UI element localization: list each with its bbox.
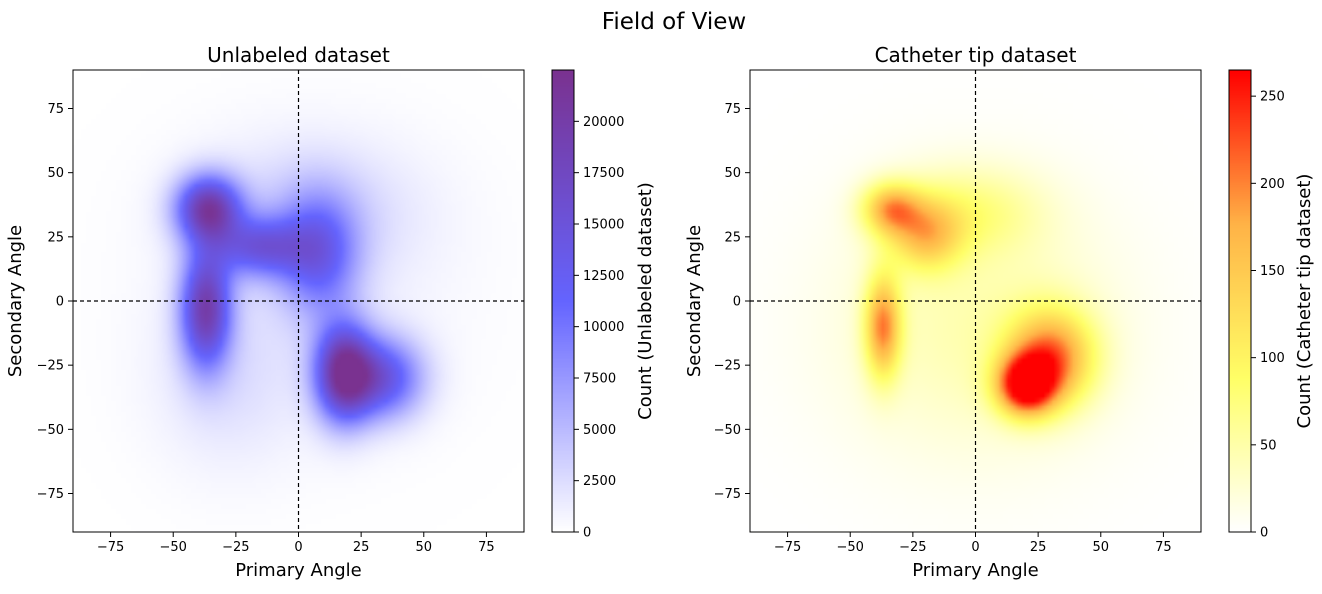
- x-tick-label: 50: [1093, 540, 1110, 555]
- subplot-title: Unlabeled dataset: [207, 43, 390, 67]
- colorbar-frame: [1228, 69, 1252, 533]
- colorbar-tick-label: 250: [1260, 90, 1285, 105]
- y-axis-label: Secondary Angle: [5, 225, 26, 377]
- x-tick-label: 75: [1155, 540, 1172, 555]
- x-tick-label: −50: [837, 540, 864, 555]
- subplot-2: −75 −50 −25 0 25 50 75 −75 −50 −25 0 25 50 75 Catheter…: [684, 43, 1315, 581]
- colorbar-tick-label: 0: [583, 526, 591, 541]
- y-tick-label: 75: [724, 102, 741, 117]
- colorbar-gradient: [1229, 70, 1251, 532]
- colorbar-tick-label: 15000: [583, 218, 624, 233]
- x-tick-label: 0: [971, 540, 979, 555]
- colorbar-label: Count (Unlabeled dataset): [635, 182, 656, 420]
- x-tick-label: 25: [353, 540, 370, 555]
- colorbar: 0 50 100 150 200 250 Count (Catheter tip datas…: [1228, 69, 1315, 541]
- colorbar-tick-label: 2500: [583, 474, 616, 489]
- colorbar-tick-label: 50: [1260, 438, 1277, 453]
- colorbar: 0 2500 5000 7500 10000 12500 15000 17500 20000 Co…: [551, 69, 656, 541]
- y-tick-label: 25: [724, 230, 741, 245]
- y-tick-label: 50: [724, 166, 741, 181]
- x-tick-label: −75: [97, 540, 124, 555]
- colorbar-tick-label: 100: [1260, 351, 1285, 366]
- y-tick-label: 0: [56, 295, 64, 310]
- subplot-title: Catheter tip dataset: [875, 43, 1077, 67]
- x-tick-label: −25: [222, 540, 249, 555]
- subplot-1: −75 −50 −25 0 25 50 75 −75 −50 −25 0 25 50 75 Unlabele…: [5, 43, 656, 581]
- y-tick-label: −50: [37, 423, 64, 438]
- y-tick-label: 50: [47, 166, 64, 181]
- x-tick-label: 50: [416, 540, 433, 555]
- y-tick-label: −50: [714, 423, 741, 438]
- x-tick-label: −50: [160, 540, 187, 555]
- y-tick-label: 0: [733, 295, 741, 310]
- figure-title: Field of View: [602, 9, 746, 35]
- y-tick-label: −75: [37, 487, 64, 502]
- colorbar-gradient: [552, 70, 574, 532]
- colorbar-frame: [551, 69, 575, 533]
- colorbar-tick-label: 17500: [583, 166, 624, 181]
- colorbar-tick-label: 200: [1260, 177, 1285, 192]
- y-tick-label: −25: [714, 359, 741, 374]
- y-tick-label: 25: [47, 230, 64, 245]
- colorbar-tick-label: 10000: [583, 320, 624, 335]
- y-tick-label: 75: [47, 102, 64, 117]
- colorbar-tick-label: 0: [1260, 526, 1268, 541]
- x-tick-label: 25: [1030, 540, 1047, 555]
- colorbar-tick-label: 7500: [583, 372, 616, 387]
- x-axis-label: Primary Angle: [912, 560, 1039, 581]
- colorbar-tick-label: 12500: [583, 269, 624, 284]
- colorbar-tick-label: 20000: [583, 115, 624, 130]
- x-axis-label: Primary Angle: [235, 560, 362, 581]
- colorbar-label: Count (Catheter tip dataset): [1294, 174, 1315, 429]
- x-tick-label: 75: [478, 540, 495, 555]
- colorbar-tick-label: 150: [1260, 264, 1285, 279]
- colorbar-tick-label: 5000: [583, 423, 616, 438]
- y-tick-label: −25: [37, 359, 64, 374]
- x-tick-label: −75: [774, 540, 801, 555]
- y-axis-label: Secondary Angle: [684, 225, 705, 377]
- y-tick-label: −75: [714, 487, 741, 502]
- x-tick-label: −25: [899, 540, 926, 555]
- x-tick-label: 0: [294, 540, 302, 555]
